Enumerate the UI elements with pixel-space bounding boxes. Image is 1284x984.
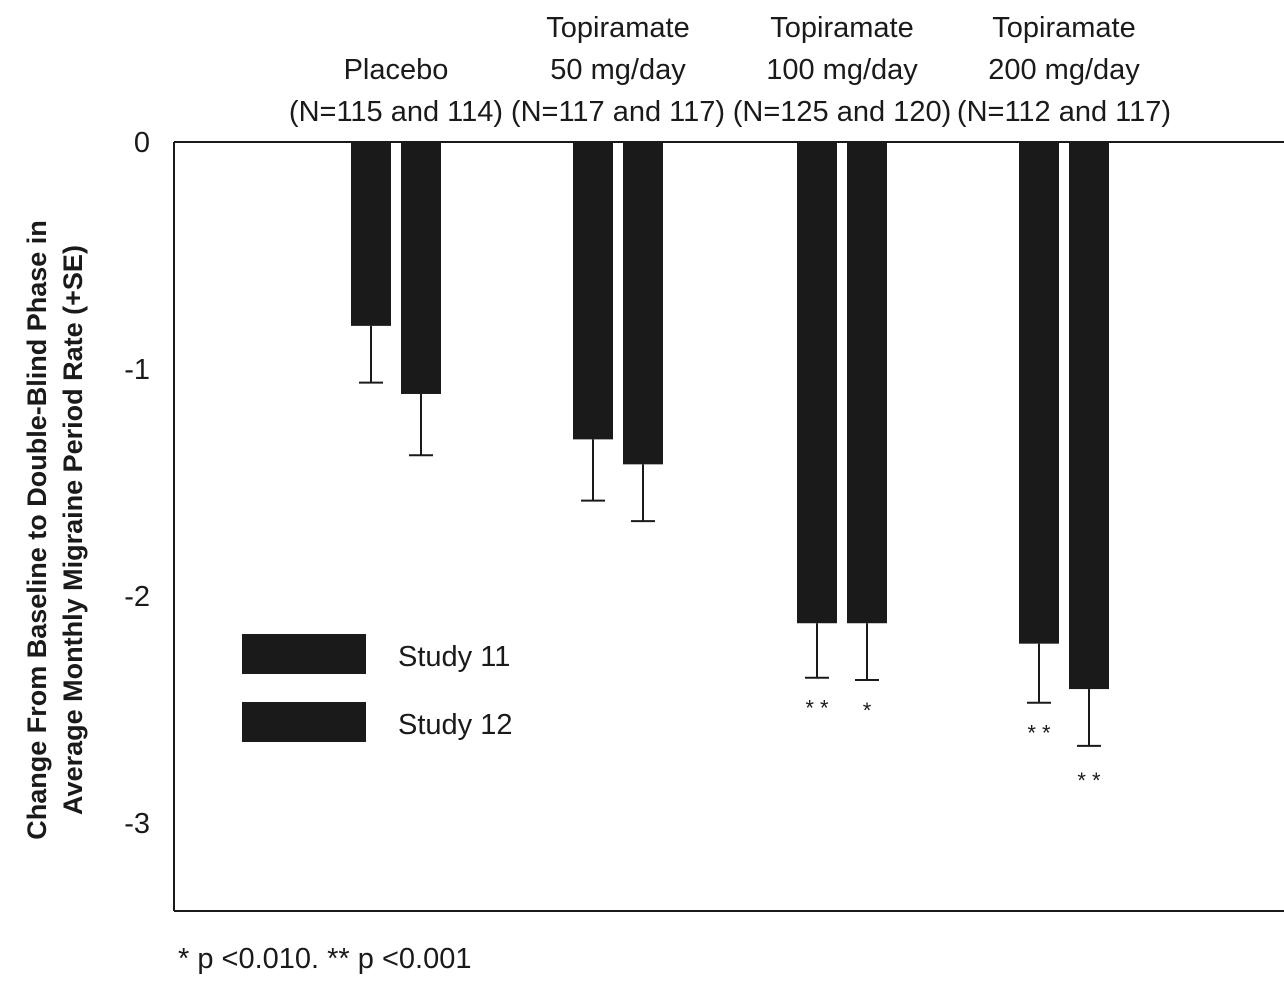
category-label: 100 mg/day	[766, 54, 918, 86]
significance-markers: * * * * * * *	[805, 696, 1101, 793]
footnote-area: * p <0.010. ** p <0.001	[178, 943, 471, 975]
y-tick-label: -2	[124, 581, 150, 613]
category-label: Topiramate	[992, 12, 1135, 44]
category-labels: Placebo (N=115 and 114) Topiramate 50 mg/da…	[289, 12, 1171, 128]
category-label: 200 mg/day	[988, 54, 1140, 86]
y-tick-label: -1	[124, 354, 150, 386]
bars	[351, 142, 1109, 690]
significance-marker: * *	[1077, 768, 1101, 793]
category-label: Topiramate	[546, 12, 689, 44]
axes	[173, 141, 1284, 912]
category-label: Topiramate	[770, 12, 913, 44]
category-label: (N=125 and 120)	[733, 96, 951, 128]
y-axis-title-line: Change From Baseline to Double-Blind Pha…	[22, 220, 52, 840]
bar-1-4	[1019, 142, 1059, 644]
legend: Study 11 Study 12	[242, 634, 512, 742]
bar-1-2	[573, 142, 613, 440]
bar-1-1	[351, 142, 391, 326]
y-tick-label: 0	[134, 127, 150, 159]
y-tick-label: -3	[124, 808, 150, 840]
bar-2-3	[847, 142, 887, 624]
legend-label: Study 12	[398, 709, 512, 741]
bar-2-1	[401, 142, 441, 394]
category-label: (N=117 and 117)	[511, 96, 725, 128]
bar-1-3	[797, 142, 837, 624]
category-label: 50 mg/day	[550, 54, 686, 86]
error-bars	[359, 325, 1101, 747]
legend-label: Study 11	[398, 641, 510, 673]
significance-marker: * *	[1027, 721, 1051, 746]
legend-swatch	[242, 634, 366, 674]
footnote: * p <0.010. ** p <0.001	[178, 943, 471, 975]
y-tick-labels: 0 -1 -2 -3	[124, 127, 150, 840]
legend-swatch	[242, 702, 366, 742]
category-label: Placebo	[344, 54, 449, 86]
significance-marker: * *	[805, 696, 829, 721]
significance-marker: *	[863, 698, 872, 723]
bar-2-2	[623, 142, 663, 465]
y-axis-title-line: Average Monthly Migraine Period Rate (+S…	[58, 245, 88, 815]
category-label: (N=112 and 117)	[957, 96, 1171, 128]
bar-2-4	[1069, 142, 1109, 690]
category-label: (N=115 and 114)	[289, 96, 503, 128]
y-axis-title: Change From Baseline to Double-Blind Pha…	[22, 220, 88, 840]
